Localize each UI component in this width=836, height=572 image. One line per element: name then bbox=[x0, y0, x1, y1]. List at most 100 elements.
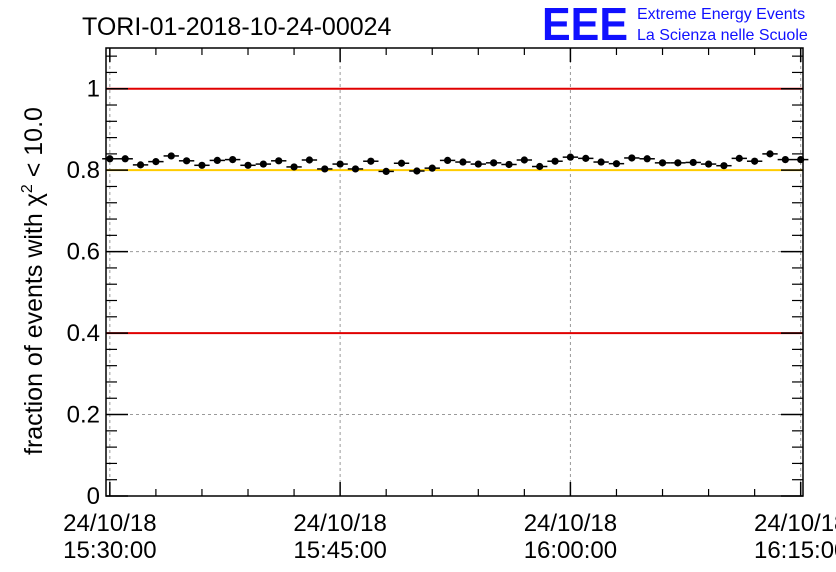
data-marker bbox=[505, 160, 513, 169]
y-tick-label: 0.2 bbox=[67, 402, 100, 429]
data-point bbox=[654, 159, 671, 167]
data-point bbox=[347, 165, 364, 173]
data-point bbox=[532, 162, 548, 171]
data-marker bbox=[136, 161, 145, 169]
y-axis-label-symbol: χ bbox=[20, 193, 48, 206]
data-point bbox=[762, 150, 778, 158]
data-marker bbox=[275, 157, 283, 165]
y-tick-label: 0 bbox=[87, 483, 100, 510]
data-marker bbox=[152, 158, 160, 166]
data-marker bbox=[490, 159, 498, 167]
data-marker bbox=[597, 158, 605, 166]
y-axis-label-prefix: fraction of events with bbox=[20, 206, 48, 455]
y-axis-label-suffix: < 10.0 bbox=[20, 107, 48, 184]
y-axis-label: fraction of events with χ2 < 10.0 bbox=[19, 107, 48, 455]
data-marker bbox=[183, 157, 191, 165]
data-marker bbox=[751, 157, 759, 165]
data-marker bbox=[643, 155, 651, 163]
data-point bbox=[424, 164, 440, 172]
reference-lines bbox=[106, 87, 803, 335]
data-point bbox=[455, 158, 471, 166]
data-point bbox=[332, 160, 348, 168]
data-point bbox=[363, 157, 379, 165]
data-marker bbox=[443, 156, 452, 165]
data-marker bbox=[321, 165, 329, 173]
eee-logo-line2: La Scienza nelle Scuole bbox=[637, 27, 808, 44]
data-marker bbox=[566, 153, 575, 161]
data-point bbox=[301, 156, 318, 164]
data-point bbox=[485, 159, 502, 167]
axis-ticks bbox=[106, 48, 803, 497]
data-point bbox=[378, 167, 394, 176]
data-point bbox=[700, 160, 717, 168]
data-marker bbox=[336, 160, 344, 168]
data-point bbox=[409, 167, 425, 175]
data-point bbox=[178, 157, 195, 165]
y-tick-label: 0.6 bbox=[67, 239, 100, 266]
chart-title: TORI-01-2018-10-24-00024 bbox=[82, 13, 392, 41]
data-marker bbox=[198, 161, 206, 169]
data-marker bbox=[735, 154, 743, 162]
data-marker bbox=[305, 156, 314, 164]
data-point bbox=[593, 158, 609, 166]
data-point bbox=[240, 161, 256, 169]
data-point bbox=[224, 155, 241, 164]
x-tick-label-date: 24/10/18 bbox=[524, 510, 617, 537]
data-marker bbox=[797, 155, 805, 164]
data-marker bbox=[213, 156, 221, 165]
eee-logo: EEE Extreme Energy Events La Scienza nel… bbox=[542, 0, 808, 50]
data-marker bbox=[428, 164, 436, 172]
data-point bbox=[148, 158, 164, 166]
eee-logo-line1: Extreme Energy Events bbox=[637, 6, 805, 23]
data-point bbox=[132, 161, 149, 169]
data-point bbox=[547, 157, 563, 165]
data-point bbox=[562, 153, 579, 161]
y-tick-label: 0.8 bbox=[67, 157, 100, 184]
data-point bbox=[317, 165, 333, 173]
data-point bbox=[608, 160, 625, 168]
data-point bbox=[746, 157, 763, 165]
data-point bbox=[516, 156, 533, 164]
data-point bbox=[501, 160, 517, 169]
x-tick-label-date: 24/10/18 bbox=[754, 510, 836, 537]
data-marker bbox=[658, 159, 667, 167]
data-point bbox=[393, 159, 410, 167]
data-marker bbox=[382, 167, 390, 176]
x-tick-label-time: 15:45:00 bbox=[293, 537, 386, 564]
data-marker bbox=[781, 155, 789, 164]
data-marker bbox=[689, 158, 697, 167]
data-point bbox=[793, 155, 809, 164]
data-marker bbox=[551, 157, 559, 165]
x-tick-label-date: 24/10/18 bbox=[63, 510, 156, 537]
data-marker bbox=[397, 159, 406, 167]
data-marker bbox=[244, 161, 252, 169]
y-axis-label-sup: 2 bbox=[19, 184, 36, 193]
x-tick-label-time: 16:00:00 bbox=[524, 537, 617, 564]
y-tick-label: 1 bbox=[87, 76, 100, 103]
data-marker bbox=[229, 155, 237, 164]
data-point bbox=[578, 154, 594, 162]
data-point bbox=[685, 158, 701, 167]
data-marker bbox=[474, 160, 482, 168]
x-tick-label-time: 16:15:00 bbox=[754, 537, 836, 564]
data-point bbox=[716, 162, 732, 170]
data-point bbox=[194, 161, 210, 169]
data-point bbox=[271, 157, 287, 165]
data-point bbox=[777, 155, 794, 164]
x-tick-labels: 24/10/1815:30:0024/10/1815:45:0024/10/18… bbox=[63, 510, 836, 564]
data-point bbox=[670, 159, 686, 167]
eee-logo-mark: EEE bbox=[542, 0, 628, 50]
data-point bbox=[639, 155, 655, 163]
x-tick-label-date: 24/10/18 bbox=[293, 510, 386, 537]
data-marker bbox=[367, 157, 375, 165]
data-marker bbox=[520, 156, 528, 164]
data-marker bbox=[628, 154, 636, 162]
data-marker bbox=[582, 154, 590, 162]
data-point bbox=[255, 160, 272, 168]
data-marker bbox=[536, 162, 544, 171]
data-marker bbox=[612, 160, 621, 168]
data-marker bbox=[259, 160, 267, 168]
y-tick-label: 0.4 bbox=[67, 320, 100, 347]
data-marker bbox=[121, 155, 129, 163]
data-point bbox=[209, 156, 225, 165]
